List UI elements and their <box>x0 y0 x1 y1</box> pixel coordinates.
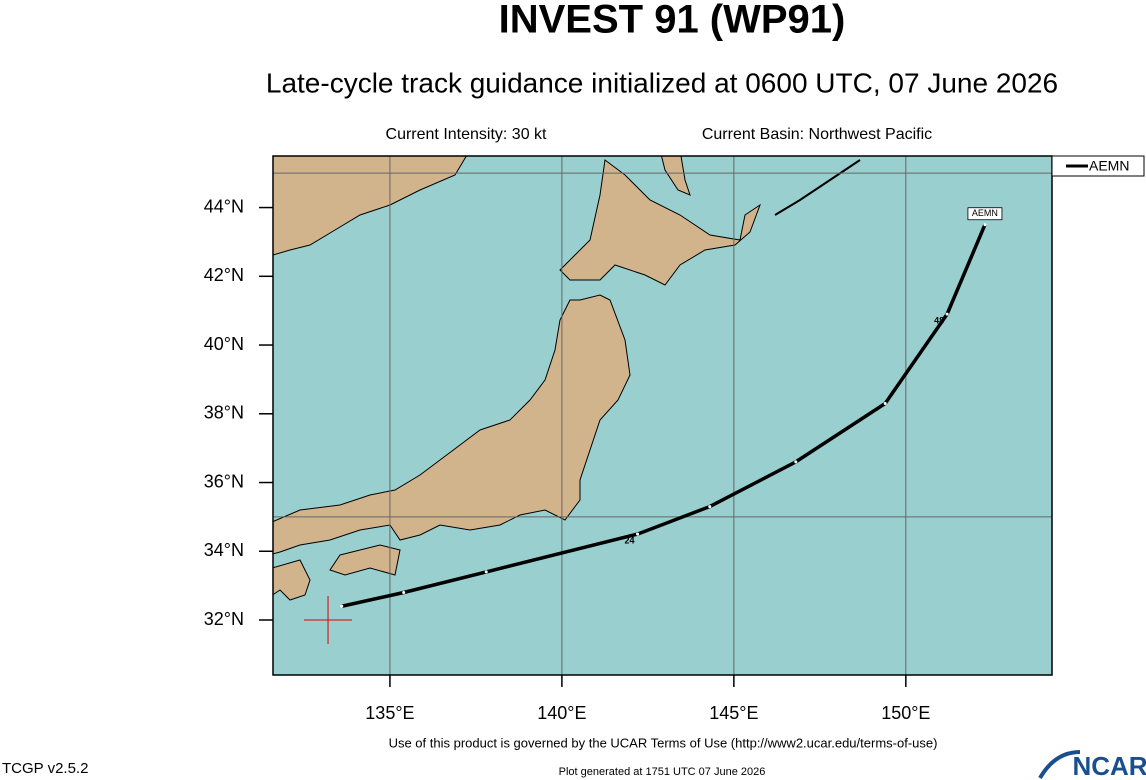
track-point <box>484 570 488 574</box>
track-point <box>983 223 987 227</box>
logo-arc <box>1038 750 1081 780</box>
y-tick-label: 40°N <box>204 334 244 354</box>
legend-label: AEMN <box>1089 158 1129 174</box>
track-point <box>402 591 406 595</box>
track-point <box>340 604 344 608</box>
y-tick-label: 44°N <box>204 196 244 216</box>
x-tick-label: 150°E <box>881 703 930 723</box>
track-point <box>636 532 640 536</box>
y-tick-label: 42°N <box>204 265 244 285</box>
land <box>273 156 861 601</box>
current-position <box>304 596 353 645</box>
hour-label: 48 <box>934 315 944 325</box>
plot-frame <box>272 155 1053 676</box>
track-point <box>883 401 887 405</box>
title: INVEST 91 (WP91) <box>499 0 846 42</box>
end-label: AEMN <box>972 208 998 218</box>
intensity: Current Intensity: 30 kt <box>386 126 548 143</box>
plot-area: 24 48 AEMN <box>273 156 1052 675</box>
track-point <box>945 312 949 316</box>
logo: NCAR <box>1072 751 1146 780</box>
x-tick-label: 140°E <box>537 703 586 723</box>
y-tick-label: 38°N <box>204 403 244 423</box>
end-label-box <box>967 207 1003 221</box>
generated: Plot generated at 1751 UTC 07 June 2026 <box>559 766 766 778</box>
track-point <box>708 505 712 509</box>
subtitle: Late-cycle track guidance initialized at… <box>266 67 1058 98</box>
legend <box>1051 155 1145 177</box>
y-tick-label: 32°N <box>204 609 244 629</box>
terms: Use of this product is governed by the U… <box>389 735 938 750</box>
version: TCGP v2.5.2 <box>2 760 88 777</box>
track-point <box>794 460 798 464</box>
x-tick-label: 145°E <box>709 703 758 723</box>
y-tick-label: 36°N <box>204 471 244 491</box>
y-tick-label: 34°N <box>204 540 244 560</box>
hour-label: 24 <box>625 535 635 545</box>
x-tick-label: 135°E <box>365 703 414 723</box>
basin: Current Basin: Northwest Pacific <box>702 126 932 143</box>
